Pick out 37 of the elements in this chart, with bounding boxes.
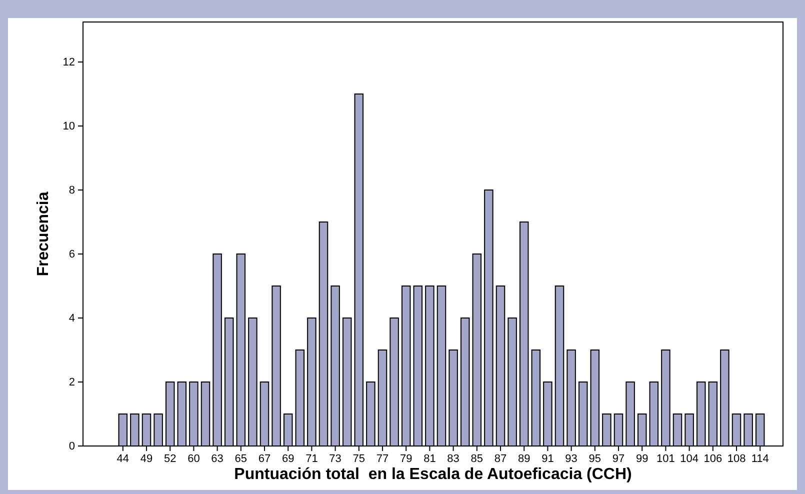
x-tick-label: 71 xyxy=(306,452,318,465)
x-tick-label: 85 xyxy=(470,452,484,465)
x-tick-label: 77 xyxy=(376,452,389,465)
x-tick-label: 69 xyxy=(282,452,294,465)
y-tick-label: 2 xyxy=(68,376,75,389)
x-tick-label: 81 xyxy=(424,452,436,465)
y-tick-label: 12 xyxy=(62,56,75,69)
x-tick-label: 52 xyxy=(164,452,176,465)
x-tick-label: 104 xyxy=(680,452,698,465)
x-tick-label: 99 xyxy=(636,452,648,465)
x-tick-label: 108 xyxy=(727,452,746,465)
y-tick-label: 8 xyxy=(68,184,75,197)
x-tick-label: 83 xyxy=(447,452,460,465)
x-tick-label: 89 xyxy=(518,452,530,465)
x-tick-label: 73 xyxy=(329,452,342,465)
x-tick-label: 49 xyxy=(140,452,153,465)
x-tick-label: 65 xyxy=(234,452,248,465)
x-tick-label: 79 xyxy=(400,452,412,465)
x-tick-label: 91 xyxy=(542,452,554,465)
x-tick-label: 93 xyxy=(565,452,578,465)
x-tick-label: 114 xyxy=(751,452,769,465)
x-axis-title: Puntuación total en la Escala de Autoeficacia (CCH) xyxy=(234,466,632,483)
x-tick-label: 106 xyxy=(704,452,722,465)
x-tick-label: 87 xyxy=(494,452,507,465)
x-tick-label: 60 xyxy=(188,452,200,465)
y-tick-label: 6 xyxy=(68,248,75,261)
x-tick-label: 97 xyxy=(612,452,625,465)
x-tick-label: 95 xyxy=(588,452,602,465)
y-axis-title: Frecuencia xyxy=(35,192,52,276)
y-tick-label: 0 xyxy=(68,440,75,453)
y-tick-label: 4 xyxy=(68,312,75,325)
x-tick-label: 75 xyxy=(352,452,366,465)
x-tick-label: 63 xyxy=(211,452,224,465)
y-tick-label: 10 xyxy=(62,120,75,133)
x-tick-label: 67 xyxy=(258,452,271,465)
x-tick-label: 101 xyxy=(656,452,675,465)
x-tick-label: 44 xyxy=(116,452,130,465)
